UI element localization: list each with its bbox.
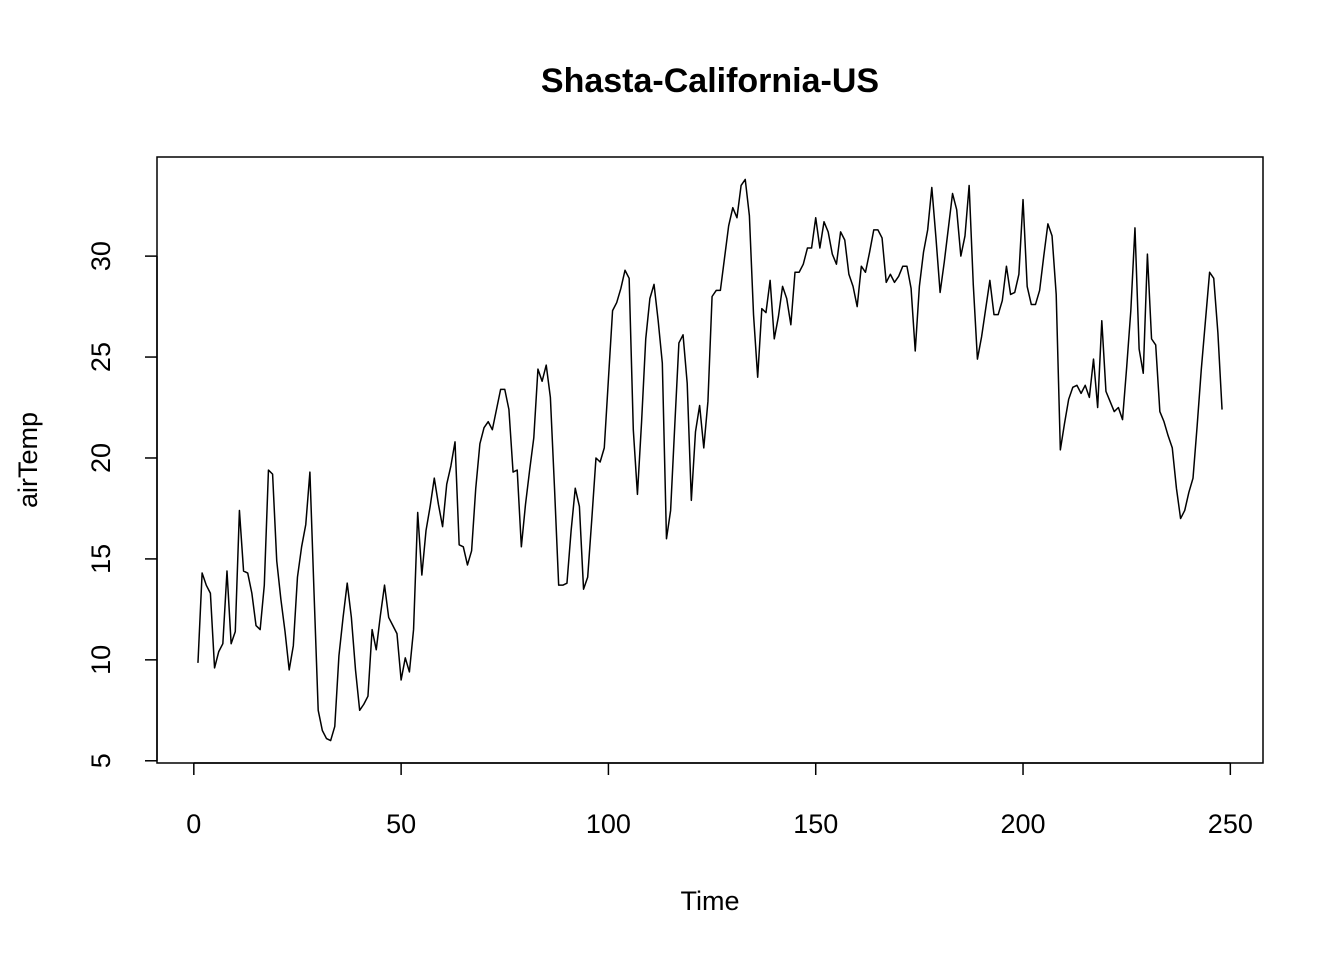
y-tick-label: 30 (86, 241, 116, 271)
x-axis-label: Time (681, 886, 740, 916)
y-tick-label: 15 (86, 544, 116, 574)
y-tick-label: 5 (86, 753, 116, 768)
x-tick-label: 200 (1000, 809, 1045, 839)
x-tick-label: 50 (386, 809, 416, 839)
x-tick-label: 250 (1208, 809, 1253, 839)
y-tick-label: 10 (86, 645, 116, 675)
x-tick-label: 0 (186, 809, 201, 839)
y-axis-label: airTemp (13, 412, 43, 508)
x-tick-label: 100 (586, 809, 631, 839)
x-tick-label: 150 (793, 809, 838, 839)
y-tick-label: 25 (86, 342, 116, 372)
chart-title: Shasta-California-US (541, 62, 879, 100)
y-tick-label: 20 (86, 443, 116, 473)
data-line (197, 178, 1223, 742)
